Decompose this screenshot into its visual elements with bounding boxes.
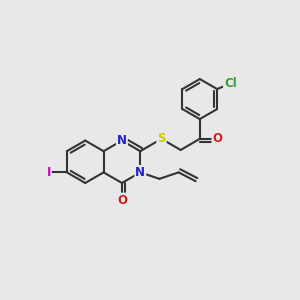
Text: N: N bbox=[135, 166, 145, 179]
Text: I: I bbox=[46, 166, 51, 179]
Text: N: N bbox=[117, 134, 127, 147]
Text: O: O bbox=[212, 132, 222, 145]
Text: O: O bbox=[117, 194, 127, 207]
Text: S: S bbox=[157, 132, 166, 145]
Text: Cl: Cl bbox=[224, 77, 237, 90]
